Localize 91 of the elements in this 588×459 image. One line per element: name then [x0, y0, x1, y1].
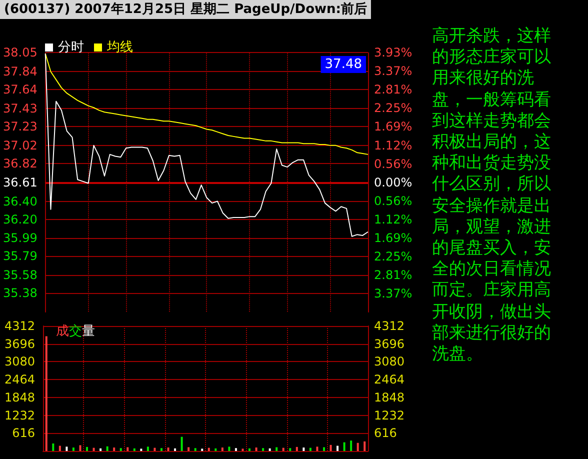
- y2-tick-label: 3.93%: [374, 46, 412, 60]
- bar: [79, 445, 82, 451]
- bar: [180, 436, 183, 451]
- bar: [58, 446, 61, 451]
- bar: [106, 446, 108, 451]
- y-tick-label: 2464: [4, 372, 35, 387]
- bar: [86, 446, 88, 451]
- y-tick-label: 616: [12, 426, 35, 440]
- bar: [350, 440, 352, 451]
- y-tick-label: 3080: [4, 354, 35, 369]
- bar: [330, 444, 332, 451]
- y2-tick-label: 3080: [374, 354, 405, 369]
- y-tick-label: 35.99: [2, 231, 38, 246]
- y-tick-label: 1232: [4, 408, 35, 422]
- bar: [282, 448, 284, 451]
- y2-tick-label: 1848: [374, 390, 405, 404]
- chart-title: 成交量: [56, 324, 95, 339]
- bar: [120, 448, 122, 451]
- bar: [343, 442, 346, 451]
- bar: [208, 448, 210, 451]
- y-tick-label: 38.05: [2, 46, 38, 60]
- y2-tick-label: 3.37%: [374, 286, 412, 301]
- y2-tick-label: 0.56%: [374, 156, 412, 171]
- legend-label: 分时: [58, 40, 84, 55]
- y2-tick-label: 3.37%: [374, 64, 412, 78]
- bar: [214, 448, 217, 451]
- bar: [146, 446, 149, 451]
- bar: [194, 448, 196, 451]
- annotation: 37.48: [324, 57, 362, 72]
- bar: [276, 447, 278, 451]
- bar: [364, 441, 366, 451]
- bar: [262, 448, 264, 451]
- y2-tick-label: 1.69%: [374, 120, 412, 134]
- bar: [289, 448, 292, 451]
- y2-tick-label: 1.12%: [374, 212, 412, 226]
- bar: [100, 448, 102, 451]
- y-tick-label: 37.23: [2, 120, 38, 134]
- bar: [228, 446, 230, 451]
- bar: [45, 336, 48, 451]
- legend-label: 均线: [106, 40, 133, 55]
- bar: [160, 448, 162, 451]
- bar: [268, 448, 271, 451]
- chart-title: (600137) 2007年12月25日 星期二 PageUp/Down:前后: [4, 1, 367, 17]
- y2-tick-label: 2.25%: [374, 250, 412, 264]
- y-tick-label: 37.84: [2, 64, 38, 79]
- bar: [72, 448, 74, 451]
- bar: [302, 448, 305, 451]
- bar: [188, 447, 190, 451]
- bar: [167, 448, 170, 451]
- bar: [92, 448, 95, 451]
- y2-tick-label: 2.25%: [374, 101, 412, 116]
- bar: [248, 448, 251, 451]
- y-tick-label: 35.38: [2, 286, 38, 300]
- y-tick-label: 36.82: [2, 156, 38, 170]
- y-tick-label: 37.02: [2, 138, 38, 152]
- y2-tick-label: 1232: [374, 408, 405, 422]
- bar: [356, 442, 359, 451]
- text: 高开杀跌，这样的形态庄家可以用来很好的洗盘，一般筹码看到这样走势都会积极出局的，这种和出货走势没什么区别，所以安全操作就是出局，观望，激进的尾盘买入，安全的次日看情况而定。庄家用高开收阴，做出头部来进行很好的洗盘。: [432, 26, 551, 364]
- y-tick-label: 36.20: [2, 212, 38, 226]
- y-tick-label: 3696: [4, 336, 35, 351]
- y-tick-label: 36.61: [2, 175, 38, 190]
- bar: [234, 448, 237, 451]
- bar: [296, 446, 298, 451]
- y-tick-label: 35.58: [2, 268, 38, 282]
- bar: [113, 448, 116, 451]
- bar: [133, 448, 136, 451]
- y-tick-label: 4312: [4, 319, 35, 333]
- y2-tick-label: 3696: [374, 336, 405, 351]
- bar: [66, 446, 68, 451]
- y-tick-label: 37.43: [2, 102, 38, 116]
- bar: [309, 448, 312, 451]
- bar: [174, 448, 176, 451]
- y2-tick-label: 1.69%: [374, 231, 412, 246]
- y-tick-label: 37.64: [2, 82, 38, 97]
- y-tick-label: 1848: [4, 390, 35, 404]
- bar: [316, 446, 318, 451]
- y2-tick-label: 1.12%: [374, 138, 412, 152]
- y2-tick-label: 4312: [374, 319, 405, 333]
- y2-tick-label: 2464: [374, 372, 405, 387]
- y2-tick-label: 0.56%: [374, 194, 412, 208]
- y-tick-label: 35.79: [2, 249, 38, 264]
- y2-tick-label: 616: [374, 426, 397, 440]
- y2-tick-label: 2.81%: [374, 268, 412, 282]
- bar: [154, 448, 156, 451]
- y-tick-label: 36.40: [2, 194, 38, 208]
- bar: [221, 448, 224, 451]
- bar: [322, 447, 325, 451]
- bar: [52, 443, 54, 451]
- y2-tick-label: 0.00%: [374, 175, 412, 190]
- y2-tick-label: 2.81%: [374, 82, 412, 97]
- bar: [336, 446, 339, 451]
